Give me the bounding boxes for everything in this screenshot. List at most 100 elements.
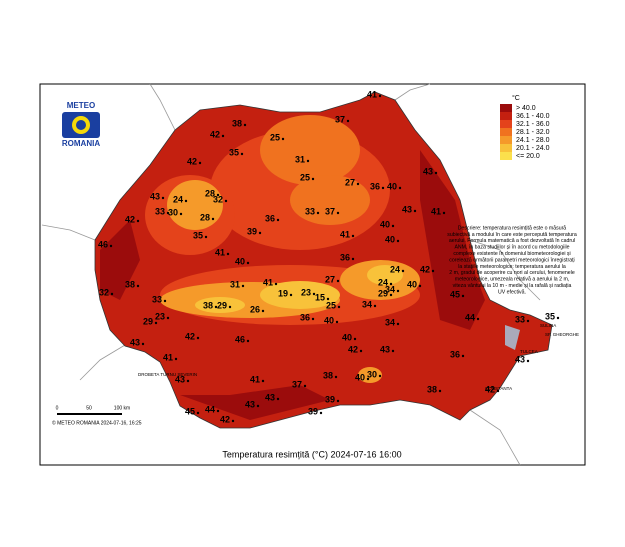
station-dot [161,196,165,200]
zone [195,297,245,313]
zone [260,115,360,185]
station-dot [306,159,310,163]
station-value: 25 [270,132,280,142]
station-value: 45 [185,406,195,416]
station-value: 23 [155,311,165,321]
station-value: 44 [465,312,475,322]
station-value: 43 [175,374,185,384]
station-dot [179,212,183,216]
station-value: 43 [515,354,525,364]
station-dot [401,269,405,273]
legend-label: <= 20.0 [516,153,540,160]
legend-swatch [500,144,512,152]
station-value: 38 [232,118,242,128]
station-dot [276,397,280,401]
border [41,224,96,241]
station-dot [337,305,341,309]
station-dot [258,231,262,235]
map-title: Temperatura resimțită (°C) 2024-07-16 16… [222,449,401,459]
station-value: 41 [215,247,225,257]
station-dot [109,244,113,248]
station-value: 35 [229,147,239,157]
logo-inner [76,120,86,130]
lake [505,325,520,350]
station-value: 25 [326,300,336,310]
station-dot [110,292,114,296]
station-value: 26 [250,304,260,314]
station-value: 42 [125,214,135,224]
station-value: 40 [387,181,397,191]
station-dot [174,357,178,361]
station-value: 33 [152,294,162,304]
zone [100,220,140,300]
station-dot [431,269,435,273]
station-dot [231,419,235,423]
station-dot [378,374,382,378]
station-dot [261,379,265,383]
station-dot [198,161,202,165]
border [79,344,126,381]
station-dot [434,171,438,175]
legend-swatch [500,112,512,120]
station-value: 40 [355,372,365,382]
station-value: 31 [295,154,305,164]
station-dot [216,409,220,413]
station-value: 29 [378,288,388,298]
station-dot [336,211,340,215]
station-value: 34 [385,317,395,327]
station-value: 35 [545,311,555,321]
zone [290,175,370,225]
station-value: 38 [323,370,333,380]
station-dot [556,316,560,320]
station-dot [196,411,200,415]
station-dot [166,211,170,215]
place-name: TULCEA [520,349,538,354]
station-dot [398,186,402,190]
zone [358,367,382,383]
station-value: 19 [278,288,288,298]
station-value: 34 [385,284,395,294]
description-line: Descriere: temperatura resimțită este o … [458,225,567,231]
station-dot [476,317,480,321]
zone [180,385,330,420]
logo-text: METEO [67,101,95,110]
legend-swatch [500,136,512,144]
station-dot [204,235,208,239]
description-line: aerului. Formula matematică a fost dezvo… [449,238,575,244]
station-dot [351,257,355,261]
station-value: 32 [213,194,223,204]
station-value: 29 [143,316,153,326]
station-value: 33 [515,314,525,324]
station-value: 43 [150,191,160,201]
station-dot [389,293,393,297]
station-dot [141,342,145,346]
station-value: 46 [98,239,108,249]
station-dot [241,284,245,288]
station-dot [216,193,220,197]
station-dot [261,309,265,313]
station-value: 37 [292,379,302,389]
logo [62,112,100,138]
station-value: 43 [245,399,255,409]
station-value: 42 [210,129,220,139]
border [394,83,431,101]
legend-swatch [500,104,512,112]
description-line: viteza vântului la 10 m - medie și la ra… [453,283,572,289]
station-value: 31 [230,279,240,289]
station-value: 43 [402,204,412,214]
station-dot [243,123,247,127]
copyright: © METEO ROMANIA 2024-07-16, 16:25 [52,419,142,426]
station-value: 28 [200,212,210,222]
description-line: la stațiile meteorologice: temperatura a… [458,264,566,270]
station-dot [166,316,170,320]
station-value: 35 [193,230,203,240]
legend-title: °C [512,94,520,102]
station-value: 27 [325,274,335,284]
legend-label: 20.1 - 24.0 [516,145,550,152]
station-dot [246,261,250,265]
station-dot [389,282,393,286]
legend-label: > 40.0 [516,105,536,112]
station-dot [334,375,338,379]
station-value: 43 [265,392,275,402]
border [469,409,521,466]
